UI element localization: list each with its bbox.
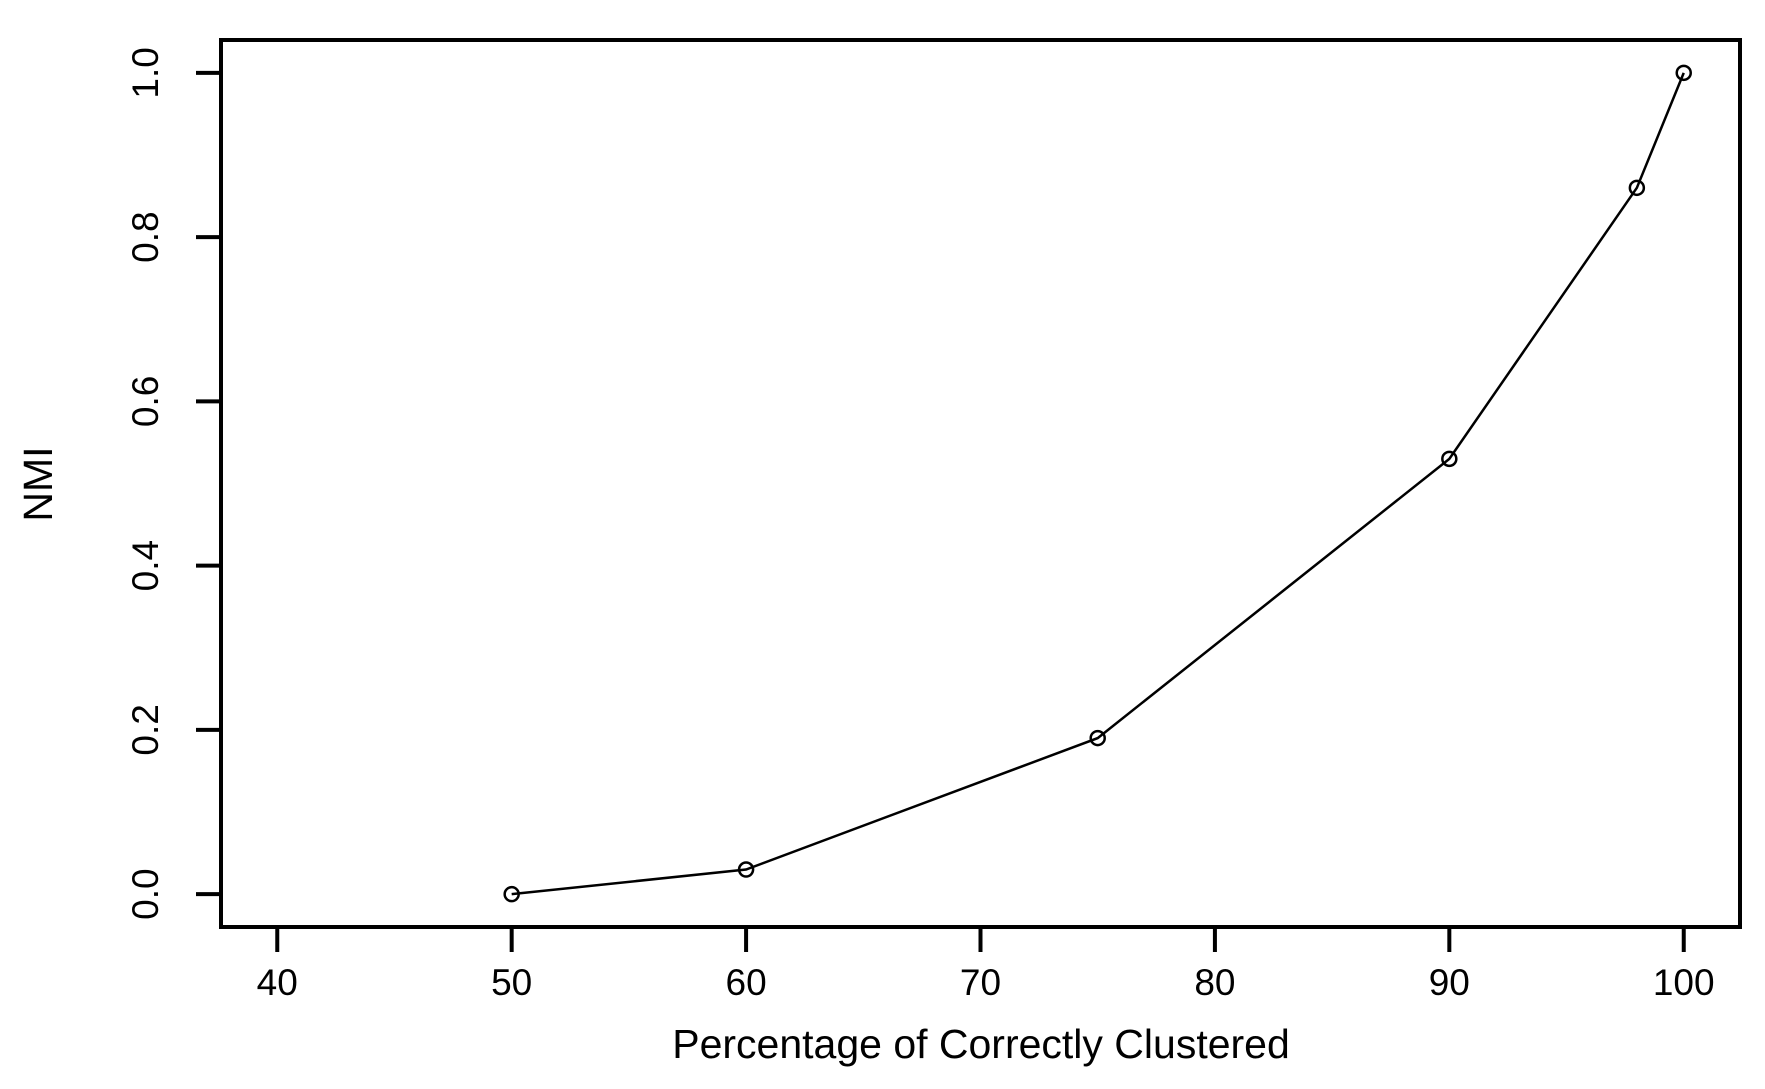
x-tick-label: 70	[960, 962, 1001, 1003]
y-tick-label: 1.0	[125, 47, 166, 98]
y-tick-label: 0.6	[125, 376, 166, 427]
x-tick-label: 80	[1194, 962, 1235, 1003]
x-tick-label: 100	[1653, 962, 1715, 1003]
y-tick-label: 0.0	[125, 868, 166, 919]
plot-area: 40 50 60 70 80 90 100 0.0 0.2 0.4 0.6 0.8 1.0	[125, 38, 1742, 1003]
x-tick-label: 60	[726, 962, 767, 1003]
series-line	[511, 72, 1685, 896]
x-axis-title: Percentage of Correctly Clustered	[672, 1021, 1290, 1067]
data-point-marker	[1441, 450, 1458, 468]
y-tick-label: 0.8	[125, 211, 166, 262]
x-tick-label: 90	[1429, 962, 1470, 1003]
y-tick-label: 0.4	[125, 540, 166, 591]
data-point-marker	[1089, 729, 1106, 747]
data-point-marker	[1675, 64, 1692, 82]
x-tick-label: 40	[257, 962, 298, 1003]
x-tick-label: 50	[491, 962, 532, 1003]
y-axis-title: NMI	[15, 446, 61, 521]
plot-box	[219, 38, 1742, 929]
y-tick-label: 0.2	[125, 704, 166, 755]
data-point-marker	[1628, 179, 1646, 197]
data-point-marker	[737, 861, 755, 878]
data-point-marker	[503, 885, 520, 903]
